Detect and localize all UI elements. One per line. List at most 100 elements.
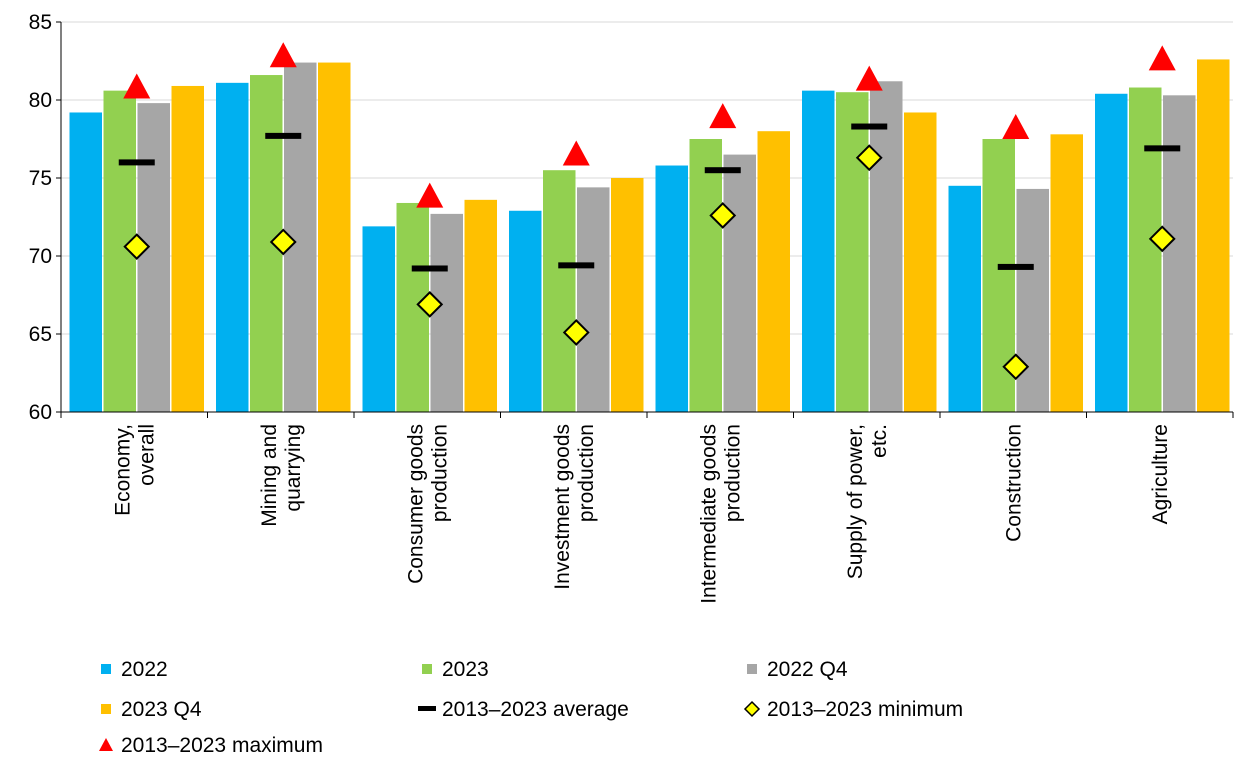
legend-label-2023: 2023 [442, 658, 489, 681]
minimum-diamond-5 [855, 144, 883, 172]
category-label-line: Agriculture [1149, 424, 1172, 524]
y-tick-label-85: 85 [29, 11, 52, 34]
minimum-diamond-7 [1148, 225, 1176, 253]
average-dash-2 [411, 265, 448, 272]
bar-2022-3 [509, 210, 542, 412]
bar-2023-q4-4 [757, 131, 790, 412]
maximum-triangle-6 [1002, 114, 1030, 140]
bars [69, 59, 1230, 413]
axes [56, 21, 1234, 418]
legend-swatch-2022 [101, 664, 111, 674]
legend-label-2023-q4: 2023 Q4 [121, 698, 202, 721]
legend-label-2013-2023-minimum: 2013–2023 minimum [767, 698, 963, 721]
average-dash-4 [704, 167, 741, 174]
category-label-1: Mining andquarrying [258, 424, 305, 527]
category-label-line: Mining and [258, 424, 281, 527]
legend-label-2022: 2022 [121, 658, 168, 681]
legend-swatch-maximum [99, 738, 113, 751]
bar-2023-q4-1 [318, 62, 351, 413]
maximum-triangle-7 [1148, 45, 1176, 71]
category-label-line: production [721, 424, 744, 522]
bar-2022-q4-7 [1163, 95, 1196, 412]
category-label-4: Intermediate goodsproduction [697, 424, 744, 604]
average-dash-0 [118, 159, 155, 166]
category-label-2: Consumer goodsproduction [404, 424, 451, 584]
category-label-line: Investment goods [551, 424, 574, 590]
y-tick-label-60: 60 [29, 401, 52, 424]
markers [118, 42, 1181, 381]
bar-2022-q4-4 [723, 154, 756, 412]
legend-swatch-average [418, 706, 436, 711]
minimum-diamond-1 [269, 228, 297, 256]
category-label-line: Construction [1002, 424, 1025, 542]
maximum-triangle-3 [562, 140, 590, 166]
maximum-triangle-2 [416, 182, 444, 208]
average-dash-6 [997, 263, 1034, 270]
bar-2022-q4-2 [430, 213, 463, 412]
bar-2022-7 [1095, 93, 1128, 412]
category-label-line: production [575, 424, 598, 522]
maximum-triangle-4 [709, 103, 737, 129]
bar-2022-5 [802, 90, 835, 412]
bar-2022-2 [362, 226, 395, 412]
bar-2022-q4-0 [137, 103, 170, 413]
maximum-triangle-0 [123, 73, 151, 99]
bar-2023-q4-7 [1197, 59, 1230, 412]
legend-swatch-2023 [422, 664, 432, 674]
average-dash-7 [1144, 145, 1181, 152]
y-tick-label-80: 80 [29, 89, 52, 112]
category-label-5: Supply of power,etc. [844, 424, 891, 579]
category-label-3: Investment goodsproduction [551, 424, 598, 590]
bar-2023-5 [836, 92, 869, 412]
category-label-line: Intermediate goods [697, 424, 720, 604]
bar-2022-6 [948, 185, 981, 412]
legend-swatch-2022-q4 [747, 664, 757, 674]
category-label-line: Supply of power, [844, 424, 867, 579]
legend: 2022 2023 2022 Q4 2023 Q4 2013–2023 average 2… [99, 658, 963, 757]
minimum-diamond-3 [562, 319, 590, 346]
category-label-line: quarrying [282, 424, 305, 512]
category-label-line: overall [135, 424, 158, 486]
category-label-line: Economy, [111, 424, 134, 516]
bar-2022-q4-3 [577, 187, 610, 412]
minimum-diamond-0 [123, 233, 151, 261]
maximum-triangle-5 [855, 65, 883, 91]
bar-2022-0 [69, 112, 102, 412]
y-tick-labels: 60 65 70 75 80 85 [29, 11, 52, 424]
y-tick-label-70: 70 [29, 245, 52, 268]
category-label-line: etc. [868, 424, 891, 458]
bar-2023-7 [1129, 87, 1162, 413]
bar-2023-3 [543, 170, 576, 412]
legend-label-2022-q4: 2022 Q4 [767, 658, 848, 681]
legend-swatch-2023-q4 [101, 704, 111, 714]
bar-2023-q4-5 [904, 112, 937, 412]
y-tick-label-75: 75 [29, 167, 52, 190]
category-label-6: Construction [1002, 424, 1025, 542]
average-dash-1 [265, 132, 302, 139]
bar-2023-q4-0 [171, 85, 204, 413]
legend-swatch-minimum [743, 700, 761, 718]
bar-2022-1 [216, 82, 249, 412]
bar-2022-q4-6 [1016, 188, 1049, 412]
bar-2022-4 [655, 165, 688, 412]
category-label-line: Consumer goods [404, 424, 427, 584]
bar-2023-q4-3 [611, 178, 644, 412]
minimum-diamond-6 [1002, 353, 1030, 381]
average-dash-3 [558, 262, 595, 269]
y-tick-label-65: 65 [29, 323, 52, 346]
legend-label-2013-2023-average: 2013–2023 average [442, 698, 629, 721]
bar-2023-q4-6 [1050, 134, 1083, 412]
minimum-diamond-4 [709, 202, 737, 229]
legend-label-2013-2023-maximum: 2013–2023 maximum [121, 734, 323, 757]
bar-2023-4 [689, 139, 722, 412]
maximum-triangle-1 [269, 42, 297, 68]
average-dash-5 [851, 123, 888, 130]
x-category-labels: Economy,overall Mining andquarrying Consum… [111, 424, 1172, 604]
category-label-7: Agriculture [1149, 424, 1172, 524]
minimum-diamond-2 [416, 290, 444, 318]
bar-2023-q4-2 [464, 199, 497, 412]
bar-2022-q4-5 [870, 81, 903, 412]
category-label-line: production [428, 424, 451, 522]
category-label-0: Economy,overall [111, 424, 158, 516]
